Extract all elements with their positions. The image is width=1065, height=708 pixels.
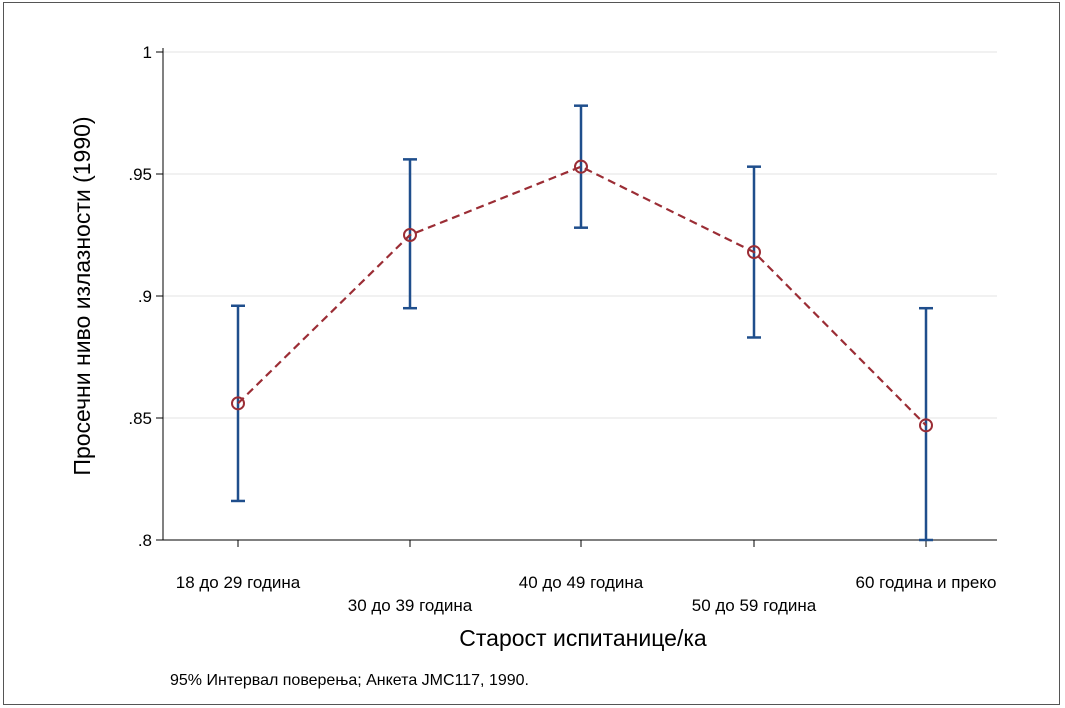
data-point xyxy=(574,159,588,174)
chart-note: 95% Интервал поверења; Анкета JMC117, 19… xyxy=(170,672,529,689)
x-ticks: 18 до 29 година 30 до 39 година 40 до 49 г… xyxy=(176,540,997,615)
chart-frame xyxy=(3,2,1060,705)
x-tick-label: 50 до 59 година xyxy=(692,596,817,615)
x-tick-label: 40 до 49 година xyxy=(519,573,644,592)
axes xyxy=(162,48,997,541)
x-tick-label: 30 до 39 година xyxy=(348,596,473,615)
data-point xyxy=(231,396,245,411)
series-polyline xyxy=(237,165,927,427)
error-bar xyxy=(574,104,588,229)
x-tick-label: 18 до 29 година xyxy=(176,573,301,592)
y-ticks: .8 .85 .9 .95 1 xyxy=(128,43,163,550)
x-axis-title: Старост испитанице/ка xyxy=(459,625,707,651)
y-tick-label: .85 xyxy=(128,409,152,428)
y-axis-title: Просечни ниво излазности (1990) xyxy=(69,116,95,475)
y-tick-label: .95 xyxy=(128,165,152,184)
data-point xyxy=(919,418,933,433)
error-bar xyxy=(403,158,417,310)
data-point xyxy=(403,228,417,242)
series-line xyxy=(237,165,927,427)
data-point xyxy=(747,245,761,260)
error-bars xyxy=(231,104,933,542)
y-tick-label: .8 xyxy=(138,531,152,550)
markers xyxy=(231,159,933,433)
y-tick-label: .9 xyxy=(138,287,152,306)
y-tick-label: 1 xyxy=(143,43,152,62)
x-tick-label: 60 година и преко xyxy=(856,573,997,592)
